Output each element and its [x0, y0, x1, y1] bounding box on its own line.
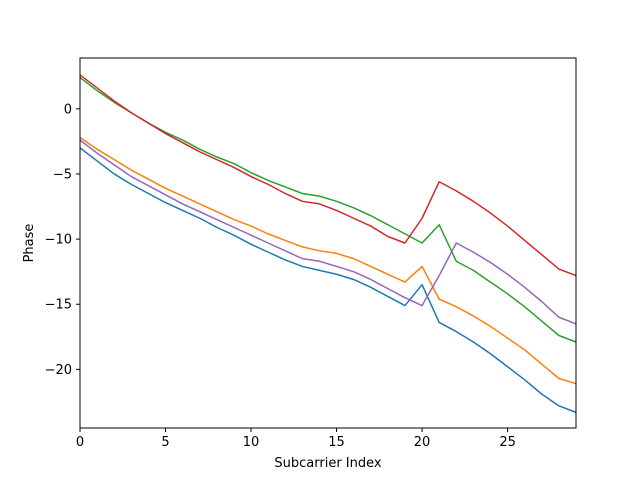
x-tick-label: 15: [328, 435, 345, 450]
plot-frame: [79, 57, 577, 429]
y-tick-label: −20: [45, 363, 72, 378]
plot-background: [80, 58, 576, 428]
y-axis-label: Phase: [22, 224, 37, 263]
series-line-4: [79, 74, 577, 277]
series-line-5: [79, 139, 577, 325]
x-tick-label: 10: [243, 435, 260, 450]
x-tick-label: 25: [499, 435, 516, 450]
x-tick-label: 20: [414, 435, 431, 450]
x-axis-ticks: 0 5 10 15 20 25: [76, 428, 516, 450]
series-line-1: [79, 147, 577, 414]
y-tick-label: −15: [45, 298, 72, 313]
y-tick-label: −10: [45, 233, 72, 248]
x-tick-label: 5: [161, 435, 169, 450]
y-axis-ticks: 0 −5 −10 −15 −20: [45, 102, 80, 378]
x-axis-label: Subcarrier Index: [274, 456, 381, 471]
series-line-3: [79, 76, 577, 343]
y-tick-label: 0: [64, 102, 72, 117]
series-layer: [79, 74, 577, 414]
y-tick-label: −5: [53, 167, 72, 182]
series-line-2: [79, 136, 577, 385]
x-tick-label: 0: [76, 435, 84, 450]
